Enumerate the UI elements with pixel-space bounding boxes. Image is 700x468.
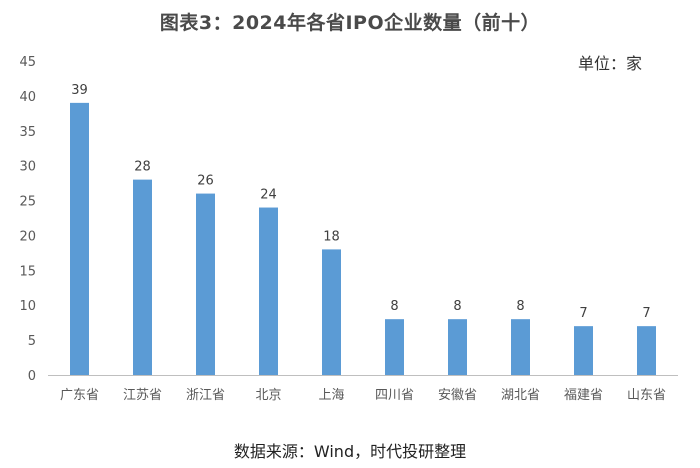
bar [637,326,656,375]
data-label: 8 [453,299,461,314]
data-label: 24 [260,188,277,203]
data-label: 26 [197,174,214,189]
bar [133,179,152,375]
bar [385,319,404,375]
bars-group [70,102,656,375]
category-label: 广东省 [60,388,99,403]
data-label: 39 [71,83,88,98]
y-tick-label: 10 [19,299,36,314]
category-label: 湖北省 [501,388,540,403]
category-labels-group: 广东省 江苏省 浙江省 北京 上海 四川省 安徽省 湖北省 福建省 山东省 [60,387,666,403]
bar [511,319,530,375]
bar [322,249,341,375]
bar [448,319,467,375]
bar [574,326,593,375]
category-label: 福建省 [564,388,603,403]
data-label: 7 [642,306,650,321]
data-label: 7 [579,306,587,321]
category-label: 北京 [255,388,281,403]
category-label: 浙江省 [186,388,225,403]
data-label: 18 [323,229,340,244]
data-label: 8 [516,299,524,314]
source-note: 数据来源：Wind，时代投研整理 [233,442,467,461]
y-tick-label: 0 [28,369,36,384]
y-tick-label: 20 [19,229,36,244]
y-tick-label: 30 [19,160,36,175]
y-tick-label: 5 [28,334,36,349]
bar [70,102,89,375]
chart-title: 图表3：2024年各省IPO企业数量（前十） [159,12,541,34]
y-tick-label: 15 [19,264,36,279]
data-labels-group: 39 28 26 24 18 8 8 8 7 7 [71,83,650,321]
data-label: 28 [134,160,151,175]
data-label: 8 [390,299,398,314]
category-label: 山东省 [627,388,666,403]
bar [196,193,215,375]
category-label: 江苏省 [123,387,162,403]
category-label: 四川省 [375,388,414,403]
y-axis-ticks: 0 5 10 15 20 25 30 35 40 45 [19,55,36,384]
unit-label: 单位：家 [577,54,642,73]
category-label: 上海 [318,388,344,403]
y-tick-label: 45 [19,55,36,70]
y-tick-label: 40 [19,90,36,105]
bar [259,207,278,375]
y-tick-label: 25 [19,195,36,210]
y-tick-label: 35 [19,125,36,140]
category-label: 安徽省 [438,388,477,403]
